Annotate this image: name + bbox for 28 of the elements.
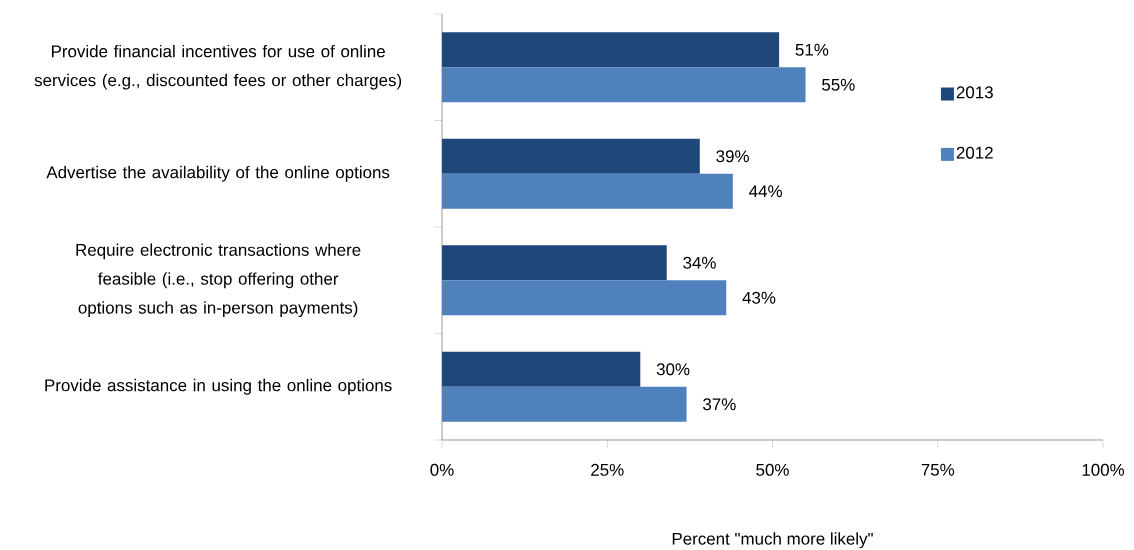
data-label: 51% [795, 43, 829, 56]
y-tick-label: Provide financial incentives for use of online services (e.g., discounted fees or other charges) [34, 44, 402, 90]
data-label: 37% [703, 398, 736, 411]
legend-label: 2013 [956, 86, 993, 99]
bar [442, 245, 667, 281]
bar [442, 67, 806, 103]
data-label: 55% [822, 78, 855, 91]
bar [442, 138, 700, 174]
bar [442, 173, 733, 209]
x-tick-label: 50% [756, 463, 789, 476]
legend-label: 2012 [956, 146, 993, 159]
data-label: 39% [716, 150, 749, 163]
bar [442, 280, 727, 316]
x-tick-label: 25% [591, 463, 624, 476]
x-tick-label: 75% [921, 463, 955, 476]
data-label: 44% [749, 185, 782, 198]
y-tick-label: Require electronic transactions where feasible (i.e., stop offering other options such as in-person payments) [76, 243, 361, 318]
bar [442, 351, 641, 387]
data-label: 30% [656, 363, 690, 376]
data-label: 34% [683, 256, 716, 269]
y-tick-label: Provide assistance in using the online options [45, 378, 392, 395]
y-tick-label: Advertise the availability of the online options [46, 165, 390, 182]
data-label: 43% [742, 291, 776, 304]
x-axis-title: Percent "much more likely" [672, 532, 873, 549]
bar [442, 32, 780, 68]
bar [442, 386, 687, 422]
x-tick-label: 0% [430, 463, 454, 476]
x-tick-label: 100% [1082, 463, 1125, 476]
